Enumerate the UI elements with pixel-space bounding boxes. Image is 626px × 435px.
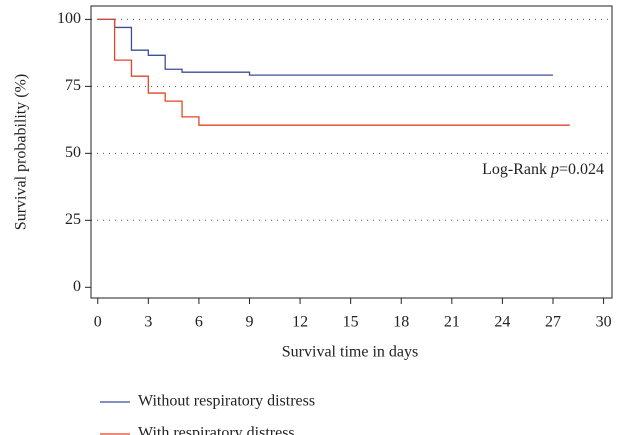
x-tick-label: 9 [245, 314, 253, 331]
legend-label: Without respiratory distress [138, 393, 315, 410]
y-axis-label: Survival probability (%) [13, 74, 30, 230]
x-tick-label: 6 [195, 314, 203, 331]
y-tick-label: 50 [65, 144, 81, 161]
x-tick-label: 3 [144, 314, 152, 331]
y-tick-label: 100 [57, 10, 81, 27]
survival-curve [97, 18, 570, 126]
x-tick-label: 30 [596, 314, 612, 331]
x-tick-label: 21 [444, 314, 460, 331]
x-tick-label: 27 [545, 314, 561, 331]
x-tick-label: 12 [292, 314, 308, 331]
x-tick-label: 0 [94, 314, 102, 331]
annotation-text: Log-Rank [482, 161, 551, 178]
annotation-rest: =0.024 [559, 161, 604, 178]
x-tick-label: 15 [343, 314, 359, 331]
y-tick-label: 75 [65, 77, 81, 94]
survival-curve [97, 18, 553, 76]
legend-label: With respiratory distress [138, 425, 295, 435]
annotation: Log-Rank p=0.024 [482, 161, 604, 178]
plot-frame [90, 5, 613, 299]
x-tick-label: 18 [393, 314, 409, 331]
y-tick-label: 25 [65, 211, 81, 228]
x-axis-label: Survival time in days [282, 344, 418, 361]
annotation-italic: p [550, 161, 559, 178]
x-tick-label: 24 [494, 314, 510, 331]
y-tick-label: 0 [73, 278, 81, 295]
